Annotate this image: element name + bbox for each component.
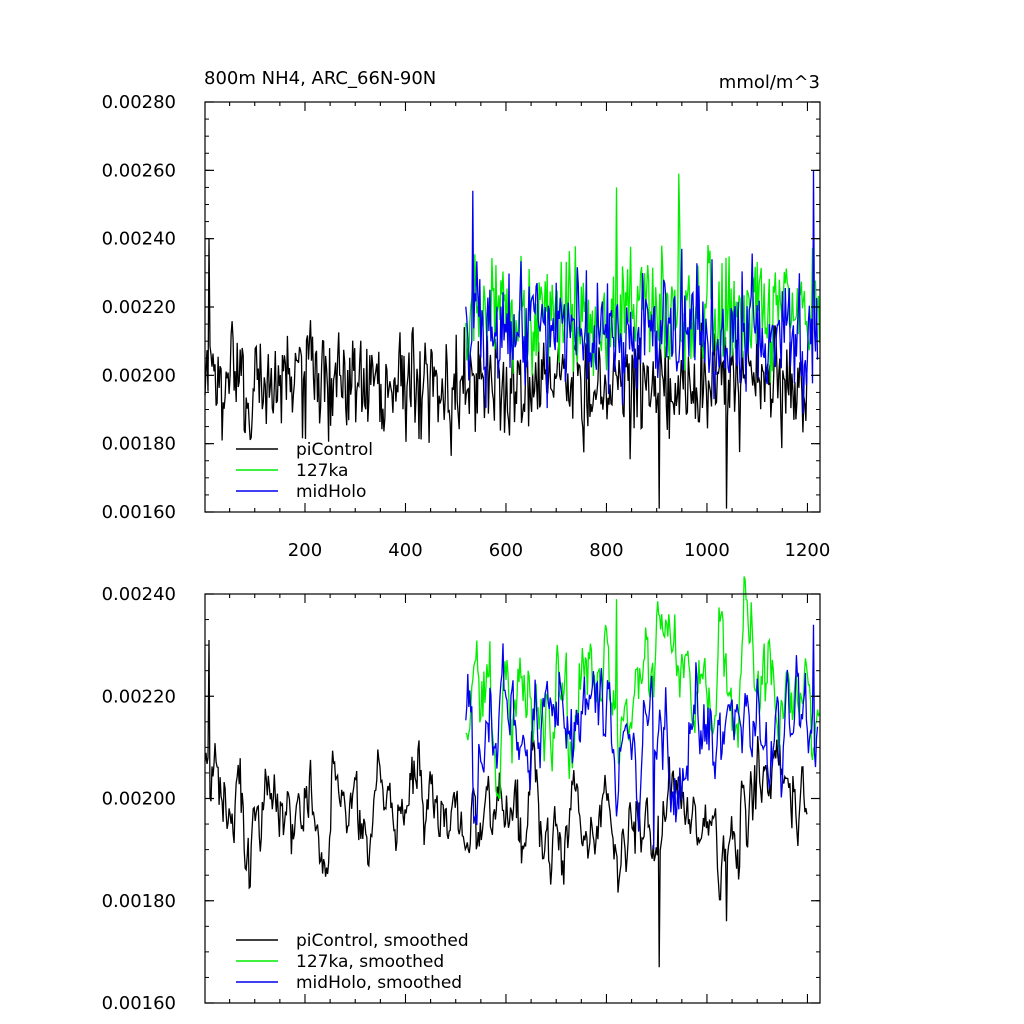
- bottom-axes: 0.00160 0.00180 0.00200 0.00220 0.00240: [102, 584, 821, 1014]
- bottom-panel: 0.00160 0.00180 0.00200 0.00220 0.00240 piCo…: [102, 576, 821, 1014]
- y-tick-label: 0.00200: [102, 789, 176, 810]
- y-tick-label: 0.00180: [102, 891, 176, 912]
- series-line-midholo: [465, 170, 819, 414]
- bottom-series-group: [204, 576, 821, 968]
- y-tick-label: 0.00280: [102, 92, 176, 113]
- top-panel: 800m NH4, ARC_66N-90N mmol/m^3 0.001600.…: [102, 68, 831, 561]
- top-axes: 0.00160 0.00180 0.00200 0.00220 0.00240 0.002…: [102, 92, 831, 561]
- y-tick-label: 0.00200: [102, 365, 176, 386]
- legend-label: 127ka: [296, 461, 348, 481]
- legend-label: piControl, smoothed: [296, 931, 469, 951]
- chart-title: 800m NH4, ARC_66N-90N: [204, 68, 436, 89]
- y-tick-label: 0.00180: [102, 434, 176, 455]
- x-tick-label: 400: [388, 540, 422, 561]
- y-tick-label: 0.00160: [102, 993, 176, 1014]
- y-tick-label: 0.00160: [102, 502, 176, 523]
- top-series-group: [204, 170, 821, 509]
- series-line-picontrol: [204, 238, 808, 509]
- y-tick-label: 0.00260: [102, 160, 176, 181]
- x-tick-label: 200: [288, 540, 322, 561]
- legend-label: piControl: [296, 440, 373, 460]
- x-tick-label: 1200: [785, 540, 831, 561]
- x-tick-label: 800: [589, 540, 623, 561]
- series-line-127ka-smoothed: [465, 576, 821, 799]
- y-tick-label: 0.00220: [102, 686, 176, 707]
- y-tick-label: 0.00240: [102, 229, 176, 250]
- series-line-midholo-smoothed: [465, 624, 819, 850]
- x-tick-label: 1000: [684, 540, 730, 561]
- y-tick-label: 0.00220: [102, 297, 176, 318]
- legend-label: midHolo, smoothed: [296, 973, 462, 993]
- legend-label: 127ka, smoothed: [296, 952, 444, 972]
- series-line-picontrol-smoothed: [204, 639, 808, 968]
- units-label: mmol/m^3: [719, 72, 820, 93]
- x-tick-label: 600: [489, 540, 523, 561]
- y-tick-label: 0.00240: [102, 584, 176, 605]
- legend-label: midHolo: [296, 482, 366, 502]
